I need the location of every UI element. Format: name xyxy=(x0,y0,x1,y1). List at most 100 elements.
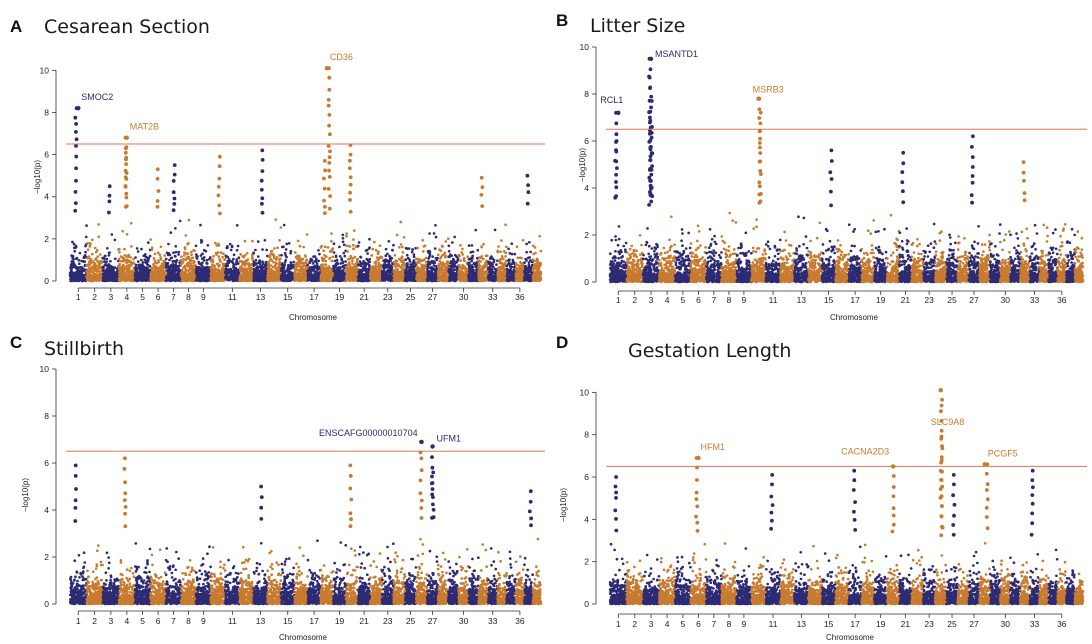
chromosome-1-points xyxy=(608,225,628,284)
peak-point xyxy=(940,504,944,508)
gene-label: MAT2B xyxy=(130,122,159,132)
chromosome-38-points xyxy=(531,234,543,283)
peak-point xyxy=(348,190,352,195)
chromosome-25-points xyxy=(403,246,418,283)
x-tick-label: 5 xyxy=(140,616,145,626)
peak-point xyxy=(853,500,857,504)
chromosome-5-points xyxy=(673,555,692,606)
chromosome-23-points xyxy=(922,565,937,606)
peak-point xyxy=(107,210,111,215)
peak-point xyxy=(758,136,762,141)
x-tick-label: 27 xyxy=(969,619,979,629)
y-axis-title: −log10(p) xyxy=(578,148,587,182)
peak-point xyxy=(74,144,78,148)
chromosome-8-points xyxy=(179,559,198,606)
peak-point xyxy=(259,505,264,510)
peak-point xyxy=(851,488,856,492)
chromosome-15-points xyxy=(279,557,296,606)
chromosome-27-points xyxy=(425,224,440,283)
chromosome-38-points xyxy=(1073,230,1085,284)
peak-point xyxy=(326,103,331,108)
peak-point xyxy=(970,165,975,169)
x-tick-label: 7 xyxy=(171,616,176,626)
peak-point xyxy=(939,478,944,482)
x-tick-label: 3 xyxy=(109,292,114,302)
peak-point xyxy=(327,113,332,117)
chromosome-37-points xyxy=(523,241,535,283)
chromosome-29-points xyxy=(988,559,1002,606)
x-tick-label: 1 xyxy=(616,295,621,305)
peak-point xyxy=(650,194,655,199)
chromosome-14-points xyxy=(266,550,283,606)
x-tick-label: 30 xyxy=(1001,295,1011,305)
x-tick-label: 9 xyxy=(742,619,747,629)
x-tick-label: 19 xyxy=(335,616,345,626)
x-tick-label: 6 xyxy=(696,295,701,305)
background-points xyxy=(68,218,543,283)
peak-point xyxy=(172,196,177,201)
peak-point xyxy=(528,489,533,494)
peak-point xyxy=(74,130,78,134)
chromosome-7-points xyxy=(164,219,183,283)
y-tick-label: 10 xyxy=(580,42,590,52)
peak-point xyxy=(758,159,763,164)
chromosome-6-points xyxy=(149,238,168,283)
gene-label: PCGF5 xyxy=(988,448,1018,458)
chromosome-21-points xyxy=(356,545,372,606)
y-tick-label: 6 xyxy=(44,458,49,468)
peak-point xyxy=(900,180,905,185)
peak-point xyxy=(528,499,533,504)
peak-point xyxy=(123,146,128,151)
y-axis: 0 2 4 6 8 10 xyxy=(580,387,597,609)
chromosome-38-points xyxy=(1073,572,1085,606)
peak-point xyxy=(648,67,653,72)
peak-point xyxy=(123,456,127,461)
chromosome-27-points xyxy=(967,225,981,284)
x-tick-label: 9 xyxy=(201,292,206,302)
x-tick-label: 21 xyxy=(901,295,911,305)
x-tick-label: 17 xyxy=(309,616,319,626)
chromosome-19-points xyxy=(873,555,889,606)
chromosome-19-points xyxy=(332,541,348,606)
panel-letter: A xyxy=(10,17,22,36)
peak-point xyxy=(984,505,989,510)
peak-point xyxy=(1030,468,1035,473)
peak-point xyxy=(985,497,990,502)
peak-point xyxy=(155,204,160,209)
peak-point xyxy=(648,115,652,120)
y-tick-label: 4 xyxy=(44,505,49,515)
peak-point xyxy=(74,166,78,171)
peak-point xyxy=(694,514,698,519)
y-tick-label: 2 xyxy=(584,230,589,240)
chromosome-9-points xyxy=(735,231,753,284)
peak-point xyxy=(327,155,332,160)
x-tick-label: 19 xyxy=(876,295,886,305)
y-tick-label: 2 xyxy=(44,552,49,562)
chromosome-20-points xyxy=(885,213,901,284)
chromosome-26-points xyxy=(415,238,429,283)
x-tick-label: 5 xyxy=(140,292,145,302)
chromosome-14-points xyxy=(807,544,824,606)
chromosome-12-points xyxy=(238,545,255,606)
peak-point xyxy=(695,529,700,533)
peak-point xyxy=(73,190,78,194)
peak-point xyxy=(107,193,112,198)
peak-point xyxy=(73,498,78,503)
peak-point xyxy=(758,169,763,173)
peak-point xyxy=(260,210,265,215)
x-tick-label: 11 xyxy=(228,616,237,626)
peak-point xyxy=(259,484,263,489)
chromosome-31-points xyxy=(1009,556,1022,606)
y-tick-label: 2 xyxy=(584,557,589,567)
peak-point xyxy=(419,468,424,473)
peak-point xyxy=(984,471,989,476)
peak-point xyxy=(172,172,177,177)
chromosome-7-points xyxy=(705,228,723,284)
peak-point xyxy=(260,158,265,162)
chromosome-30-points xyxy=(457,548,470,606)
x-tick-label: 15 xyxy=(283,616,293,626)
peak-point xyxy=(218,211,222,216)
top-hit-point xyxy=(430,444,435,449)
peak-point xyxy=(939,455,944,460)
peak-point xyxy=(769,526,773,531)
